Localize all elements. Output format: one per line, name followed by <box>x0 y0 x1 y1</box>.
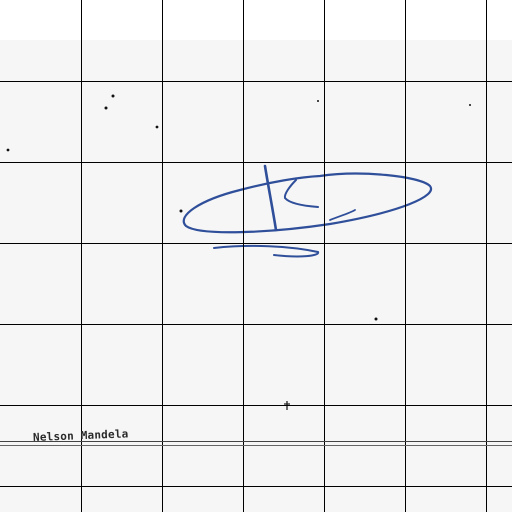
signature-baseline-lower <box>0 445 512 446</box>
